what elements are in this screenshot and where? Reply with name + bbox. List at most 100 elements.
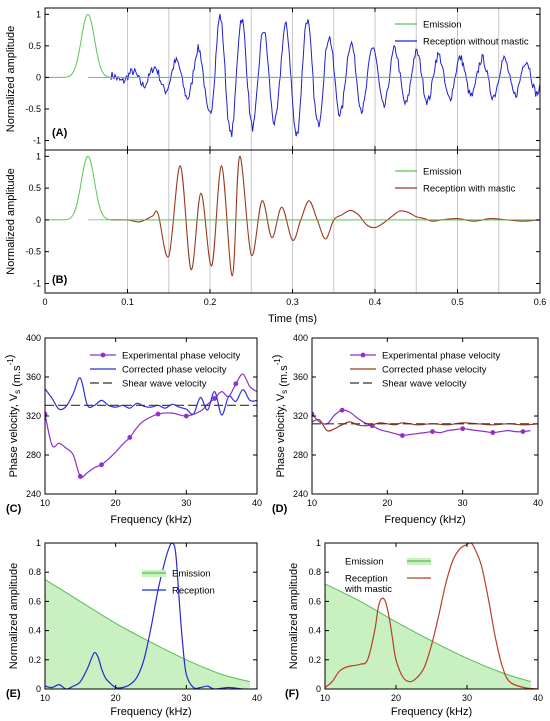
y-tick-label: 0 [36,72,41,82]
series-emission [325,583,532,683]
y-axis-label-part: s [13,390,22,394]
x-tick-label: 0.2 [204,297,217,307]
y-tick-label: 240 [293,489,308,499]
data-point [520,429,526,434]
series-group [45,373,257,479]
panel-c: 240 280 320 360 400 10 20 30 40 (C) Frequency (kHz… [4,333,262,526]
x-tick-label: 30 [181,498,191,508]
y-tick-label: 0 [36,684,41,694]
y-axis-label-part: ) [4,355,16,359]
legend: Emission Reception with mastic [395,167,516,195]
y-axis-label: Phase velocity, Vs (m.s-1) [271,355,290,478]
y-tick-label: -1 [33,136,41,146]
panel-d: 240 280 320 360 400 10 20 30 40 (D) Frequency (kHz… [271,333,543,526]
series-reception [45,543,257,689]
y-tick-label: 240 [26,489,41,499]
legend-label: Reception [172,586,215,597]
data-point [312,411,315,417]
x-tick-label: 10 [40,693,50,703]
y-tick-label: 1 [316,538,321,548]
series-group [45,543,257,689]
data-point [460,426,466,432]
y-axis-label-part: ) [271,355,283,359]
legend-label: Corrected phase velocity [122,365,227,376]
x-tick-label: 0.4 [369,297,382,307]
legend-label: Emission [423,167,462,178]
legend: Experimental phase velocity Corrected pha… [90,351,241,390]
panel-a: -1 -0.5 0 0.5 1 (A) Normalized amplitude Emissi… [5,7,541,151]
legend-marker [100,352,106,358]
y-axis-label-part: Normalized amplitude [288,563,300,669]
legend-label: Shear wave velocity [382,379,467,390]
y-tick-label: 1 [36,9,41,19]
panel-label: (B) [52,274,68,286]
y-tick-label: 400 [26,333,41,343]
series-corrected-phase-velocity [45,377,257,416]
panel-label: (E) [6,688,21,700]
y-tick-label: -0.5 [25,104,41,114]
legend-label: Experimental phase velocity [122,351,241,362]
data-point [183,413,189,419]
legend-label: Reception with mastic [423,184,516,195]
y-tick-label: 0.8 [28,567,41,577]
y-axis-label-part: -1 [6,358,15,366]
x-tick-label: 20 [382,498,392,508]
y-axis-label-part: Normalized amplitude [8,563,20,669]
y-axis-label-part: Normalized amplitude [5,168,17,274]
panel-e: 0 0.2 0.4 0.6 0.8 1 10 20 30 40 (E) Frequency (kHz)… [6,538,262,718]
x-tick-label: 30 [458,498,468,508]
legend-label: Reception without mastic [423,37,529,48]
y-tick-label: 1 [36,538,41,548]
data-point [155,411,161,417]
legend-label: Emission [172,569,211,580]
x-tick-label: 40 [252,498,262,508]
y-tick-label: 320 [26,411,41,421]
y-tick-label: 0.2 [308,655,321,665]
y-tick-label: 0.6 [308,596,321,606]
x-tick-label: 0.1 [121,297,134,307]
legend-label: Emission [345,557,384,568]
legend-label: Corrected phase velocity [382,365,487,376]
panel-f: 0 0.2 0.4 0.6 0.8 1 10 20 30 40 (F) Frequency (kHz)… [285,538,543,718]
legend: Experimental phase velocity Corrected pha… [350,351,501,390]
series-group [312,407,538,438]
y-axis-label-part: Normalized amplitude [5,26,17,132]
y-axis-label-part: -1 [273,358,282,366]
data-point [45,411,48,417]
y-tick-label: 0.5 [28,41,41,51]
series-emission-fill [325,583,531,689]
legend-marker [360,352,366,358]
data-point [400,433,405,438]
x-axis-label: Frequency (kHz) [110,706,191,718]
y-tick-label: 320 [293,411,308,421]
y-tick-label: 0.4 [28,626,41,636]
y-tick-label: 0.4 [308,626,321,636]
y-axis-label: Phase velocity, Vs (m.s-1) [4,355,23,478]
data-point [339,407,345,413]
x-tick-label: 40 [533,498,543,508]
panel-label: (F) [285,688,299,700]
plot-frame [44,542,258,690]
series-reception-with-mastic [110,155,540,277]
panel-label: (D) [272,503,288,515]
y-tick-label: 0 [316,684,321,694]
y-axis-label-part: Phase velocity, V [8,393,20,477]
y-axis-label-part: s [280,390,289,394]
data-point [430,429,435,434]
series-reception-without-mastic [110,13,540,138]
x-axis-label: Frequency (kHz) [110,514,191,526]
x-tick-label: 20 [111,693,121,703]
legend-label: with mastic [344,584,392,595]
x-axis-label: Time (ms) [268,313,317,325]
x-tick-label: 20 [111,498,121,508]
x-tick-label: 0.5 [451,297,464,307]
y-tick-label: 0.6 [28,596,41,606]
data-point [212,396,218,401]
y-axis-label: Normalized amplitude [8,563,20,669]
y-axis-label-part: (m.s [11,365,23,390]
x-tick-label: 40 [252,693,262,703]
plot-frame [324,542,539,690]
x-tick-label: 10 [40,498,50,508]
y-axis-label: Normalized amplitude [5,26,17,132]
